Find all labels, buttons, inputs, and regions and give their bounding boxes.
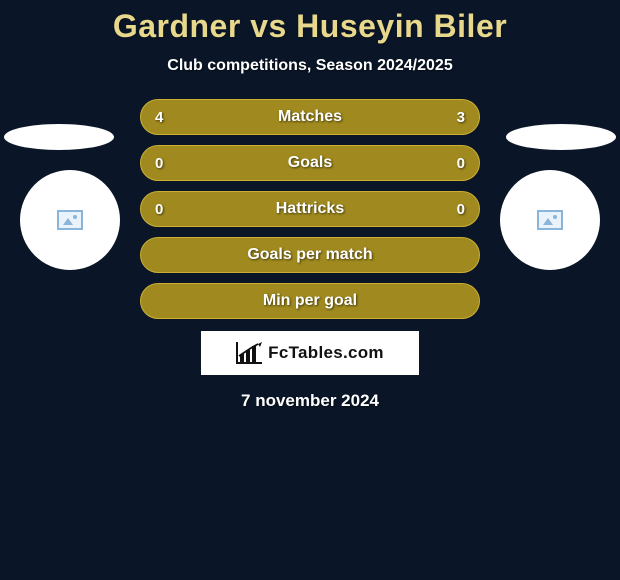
stats-list: 4 Matches 3 0 Goals 0 0 Hattricks 0 Goal… bbox=[140, 99, 480, 319]
stat-label: Goals per match bbox=[247, 246, 372, 264]
stat-label: Hattricks bbox=[276, 200, 344, 218]
stat-label: Matches bbox=[278, 108, 342, 126]
logo-text: FcTables.com bbox=[268, 343, 384, 363]
player-left-avatar bbox=[20, 170, 120, 270]
fctables-logo[interactable]: FcTables.com bbox=[201, 331, 419, 375]
player-right-avatar bbox=[500, 170, 600, 270]
bar-chart-icon bbox=[236, 342, 262, 364]
stat-left-value: 0 bbox=[155, 201, 163, 218]
date-label: 7 november 2024 bbox=[0, 391, 620, 411]
stat-right-value: 0 bbox=[457, 201, 465, 218]
stat-right-value: 3 bbox=[457, 109, 465, 126]
stat-row: Min per goal bbox=[140, 283, 480, 319]
stat-row: 0 Hattricks 0 bbox=[140, 191, 480, 227]
stat-row: 4 Matches 3 bbox=[140, 99, 480, 135]
image-placeholder-icon bbox=[57, 210, 83, 230]
image-placeholder-icon bbox=[537, 210, 563, 230]
stat-label: Min per goal bbox=[263, 292, 357, 310]
page-subtitle: Club competitions, Season 2024/2025 bbox=[0, 57, 620, 75]
stat-left-value: 0 bbox=[155, 155, 163, 172]
stat-left-value: 4 bbox=[155, 109, 163, 126]
stat-row: Goals per match bbox=[140, 237, 480, 273]
stat-label: Goals bbox=[288, 154, 332, 172]
player-right-shadow bbox=[506, 124, 616, 150]
player-left-shadow bbox=[4, 124, 114, 150]
stat-right-value: 0 bbox=[457, 155, 465, 172]
stat-row: 0 Goals 0 bbox=[140, 145, 480, 181]
page-title: Gardner vs Huseyin Biler bbox=[0, 0, 620, 45]
